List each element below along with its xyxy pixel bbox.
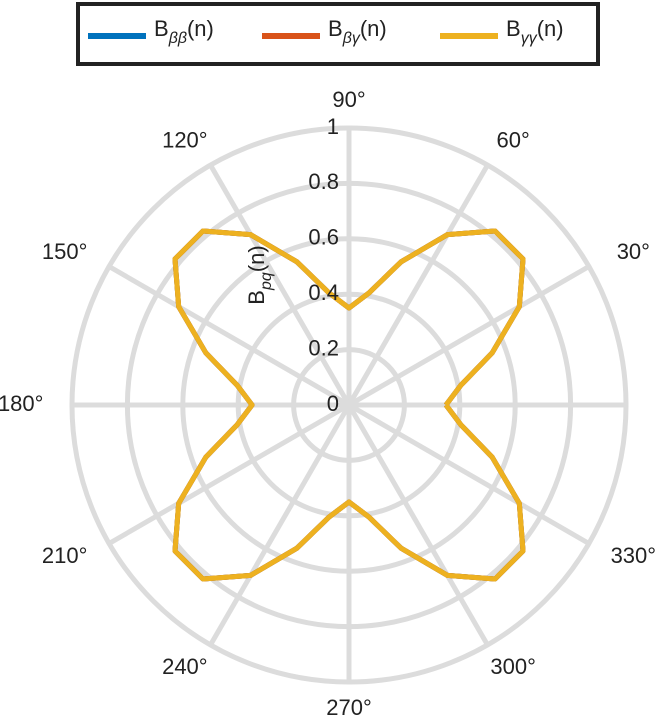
legend-label: Bβγ(n)	[328, 16, 387, 47]
grid	[69, 125, 629, 685]
legend-label: Bββ(n)	[154, 16, 214, 47]
grid-spoke	[346, 403, 490, 647]
theta-tick-label: 90°	[332, 87, 365, 112]
labels: 0°30°60°90°120°150°180°210°240°270°300°3…	[0, 87, 657, 719]
grid-spoke	[208, 163, 352, 407]
series-line	[172, 228, 526, 582]
axis-label: Bpq(n)	[244, 245, 275, 304]
theta-tick-label: 300°	[490, 654, 536, 679]
r-tick-label: 1	[327, 114, 339, 139]
theta-tick-label: 180°	[0, 391, 43, 416]
legend-box	[76, 2, 600, 66]
r-tick-label: 0.6	[308, 225, 339, 250]
grid-spoke	[347, 402, 591, 546]
legend-label: Bγγ(n)	[506, 16, 564, 47]
grid-spoke	[347, 264, 591, 408]
theta-tick-label: 30°	[617, 239, 650, 264]
theta-tick-label: 210°	[42, 543, 88, 568]
theta-tick-label: 240°	[162, 654, 208, 679]
grid-spoke	[107, 402, 351, 546]
r-tick-label: 0	[327, 391, 339, 416]
theta-tick-label: 270°	[326, 695, 372, 719]
grid-spoke	[208, 403, 352, 647]
r-tick-label: 0.8	[308, 169, 339, 194]
grid-spoke	[346, 163, 490, 407]
plot-area	[172, 228, 526, 582]
grid-spoke	[107, 264, 351, 408]
theta-tick-label: 120°	[162, 128, 208, 153]
theta-tick-label: 330°	[611, 543, 657, 568]
r-tick-label: 0.4	[308, 280, 339, 305]
r-tick-label: 0.2	[308, 335, 339, 360]
theta-tick-label: 60°	[497, 128, 530, 153]
legend: Bββ(n) Bβγ(n) Bγγ(n)	[88, 16, 564, 47]
theta-tick-label: 150°	[42, 239, 88, 264]
